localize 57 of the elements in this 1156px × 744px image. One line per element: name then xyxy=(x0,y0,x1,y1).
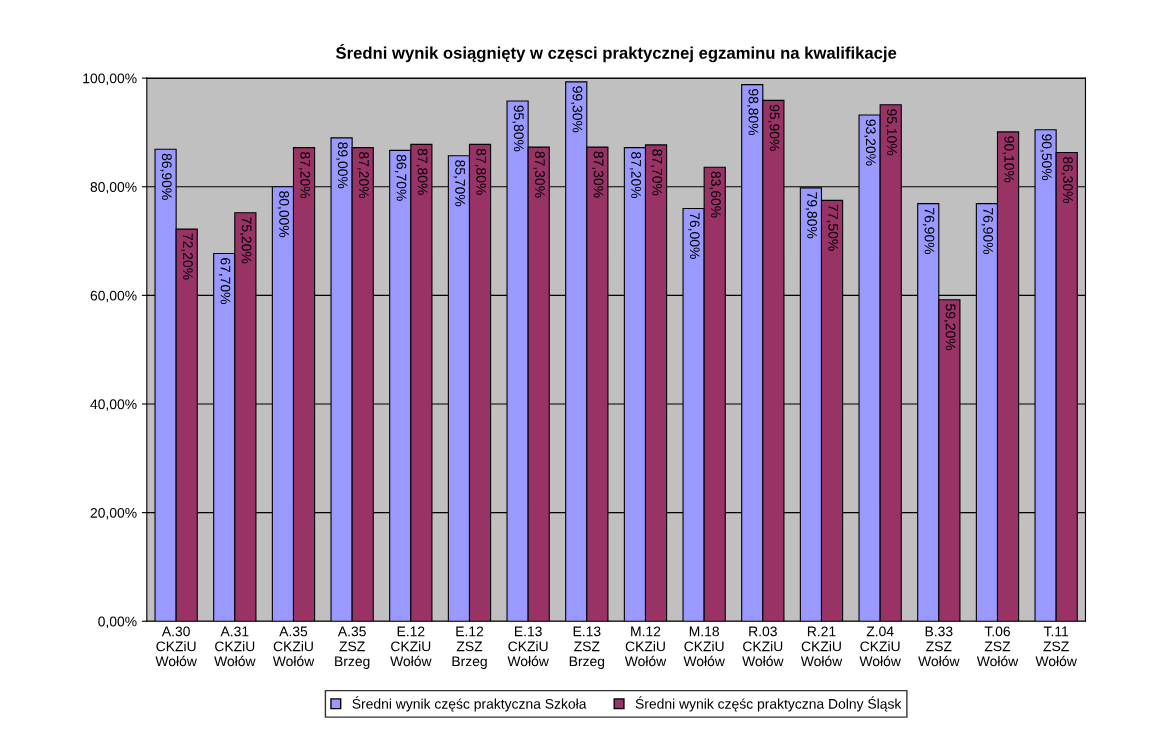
data-label: 95,80% xyxy=(512,105,524,152)
data-label: 89,00% xyxy=(336,142,348,189)
x-tick-label: R.03 CKZiU Wołów xyxy=(742,626,784,667)
x-tick-label: E.13 CKZiU Wołów xyxy=(507,626,549,667)
data-label: 76,90% xyxy=(922,208,935,254)
data-label: 90,50% xyxy=(1040,134,1052,181)
y-tick-label: 20,00% xyxy=(90,507,137,520)
data-label: 87,20% xyxy=(629,152,642,199)
data-label: 95,10% xyxy=(885,109,897,156)
data-label: 87,70% xyxy=(650,149,663,196)
x-tick-label: E.12 ZSZ Brzeg xyxy=(452,626,487,669)
data-label: 87,30% xyxy=(592,151,604,198)
x-tick-label: A.30 CKZiU Wołów xyxy=(155,626,197,667)
data-label: 87,20% xyxy=(357,152,369,199)
x-tick-label: Z.04 CKZiU Wołów xyxy=(859,626,901,667)
data-label: 85,70% xyxy=(453,160,466,207)
data-label: 86,30% xyxy=(1061,156,1073,203)
data-label: 80,00% xyxy=(277,191,290,238)
data-label: 72,20% xyxy=(181,233,193,280)
data-label: 90,10% xyxy=(1002,136,1015,183)
data-label: 95,90% xyxy=(768,104,780,151)
data-label: 86,70% xyxy=(394,154,407,201)
data-label: 59,20% xyxy=(944,304,956,351)
data-label: 67,70% xyxy=(218,258,231,304)
data-label: 83,60% xyxy=(709,171,721,218)
data-label: 87,80% xyxy=(416,148,428,195)
x-tick-label: A.35 ZSZ Brzeg xyxy=(335,626,370,669)
data-label: 76,00% xyxy=(688,212,700,259)
legend-label: Średni wynik częśc praktyczna Szkoła xyxy=(352,696,587,712)
data-label: 76,90% xyxy=(981,208,994,254)
chart-title: Średni wynik osiągnięty w częsci praktycznej egzaminu na kwalifikacje xyxy=(335,43,897,63)
data-label: 75,20% xyxy=(240,217,252,264)
x-tick-label: M.18 CKZiU Wołów xyxy=(683,626,725,667)
data-label: 93,20% xyxy=(864,119,876,166)
x-tick-label: M.12 CKZiU Wołów xyxy=(624,626,667,667)
y-tick-label: 80,00% xyxy=(90,182,137,194)
y-tick-label: 60,00% xyxy=(90,290,137,303)
data-label: 87,20% xyxy=(298,152,311,199)
data-label: 86,90% xyxy=(160,153,172,200)
x-tick-label: T.06 ZSZ Wołów xyxy=(976,626,1019,667)
y-tick-label: 0,00% xyxy=(98,616,137,629)
x-tick-label: R.21 CKZiU Wołów xyxy=(800,626,843,667)
data-label: 98,80% xyxy=(746,89,759,136)
x-tick-label: E.12 CKZiU Wołów xyxy=(390,626,432,667)
data-label: 79,80% xyxy=(805,192,818,239)
x-tick-label: E.13 ZSZ Brzeg xyxy=(569,626,605,669)
x-tick-label: B.33 ZSZ Wołów xyxy=(918,626,960,667)
data-label: 87,80% xyxy=(474,148,487,195)
x-tick-label: A.35 CKZiU Wołów xyxy=(272,626,315,667)
x-tick-label: T.11 ZSZ Wołów xyxy=(1035,626,1077,667)
legend-label: Średni wynik częśc praktyczna Dolny Śląsk xyxy=(635,696,902,712)
y-tick-label: 100,00% xyxy=(83,73,137,85)
data-label: 77,50% xyxy=(826,204,839,251)
x-tick-label: A.31 CKZiU Wołów xyxy=(214,626,256,667)
data-label: 87,30% xyxy=(533,151,545,198)
data-label: 99,30% xyxy=(570,86,583,133)
y-tick-label: 40,00% xyxy=(90,399,137,411)
